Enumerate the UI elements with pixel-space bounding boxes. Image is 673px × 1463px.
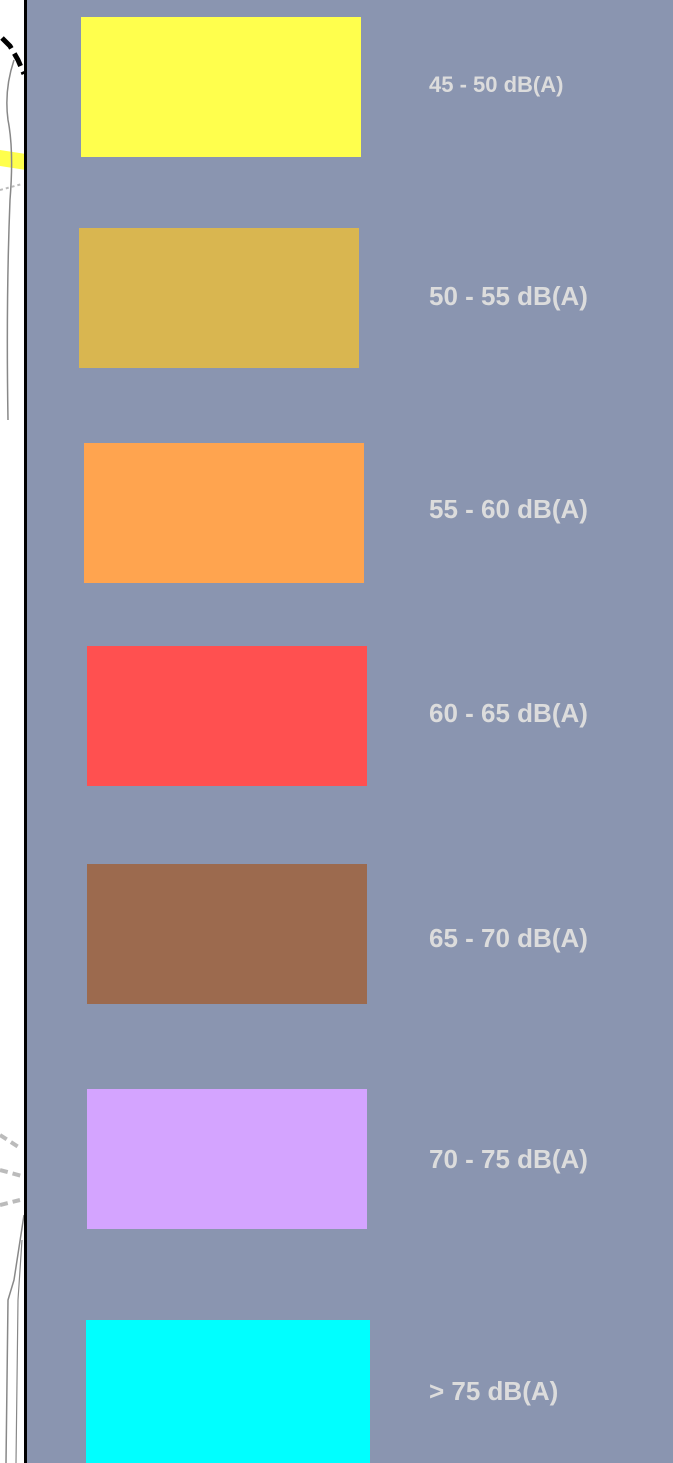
legend-swatch-45-50 bbox=[81, 17, 361, 157]
map-fragment bbox=[0, 36, 26, 1463]
map-edge-strip bbox=[0, 0, 26, 1463]
legend-swatch-over-75 bbox=[86, 1320, 370, 1463]
legend-swatch-70-75 bbox=[87, 1089, 367, 1229]
legend-label-70-75: 70 - 75 dB(A) bbox=[429, 1144, 588, 1174]
legend-label-over-75: > 75 dB(A) bbox=[429, 1376, 559, 1406]
legend-label-50-55: 50 - 55 dB(A) bbox=[429, 281, 588, 311]
legend-label-45-50: 45 - 50 dB(A) bbox=[429, 72, 564, 97]
legend-label-65-70: 65 - 70 dB(A) bbox=[429, 923, 588, 953]
legend-swatch-55-60 bbox=[84, 443, 364, 583]
noise-legend-panel: 45 - 50 dB(A) 50 - 55 dB(A) 55 - 60 dB(A… bbox=[24, 0, 673, 1463]
legend-swatch-60-65 bbox=[87, 646, 367, 786]
legend-label-60-65: 60 - 65 dB(A) bbox=[429, 698, 588, 728]
legend-label-55-60: 55 - 60 dB(A) bbox=[429, 494, 588, 524]
legend-swatch-65-70 bbox=[87, 864, 367, 1004]
legend-swatch-50-55 bbox=[79, 228, 359, 368]
